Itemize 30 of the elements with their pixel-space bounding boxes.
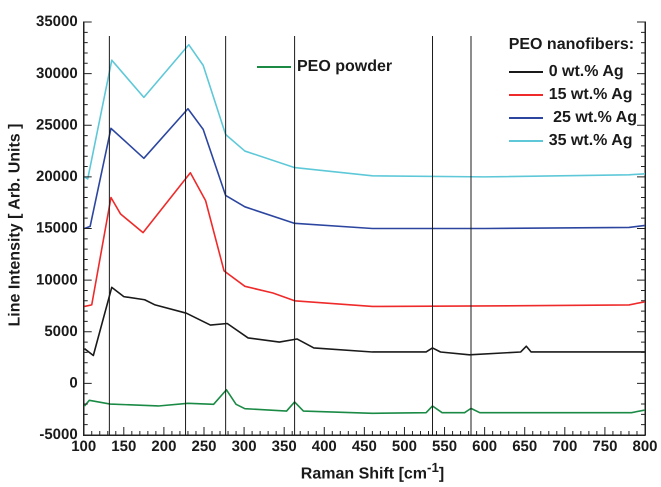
y-tick-label: 0 xyxy=(69,374,78,392)
x-tick-label: 150 xyxy=(111,438,136,456)
legend-label: 35 wt.% Ag xyxy=(548,132,633,150)
y-tick-label: 5000 xyxy=(44,322,78,340)
x-tick-label: 400 xyxy=(312,438,337,456)
x-tick-label: 550 xyxy=(432,438,458,456)
x-tick-label: 650 xyxy=(512,438,538,456)
x-tick-label: 250 xyxy=(191,438,217,456)
x-tick-label: 750 xyxy=(592,438,618,456)
legend-title: PEO nanofibers: xyxy=(508,36,636,55)
legend-label: 25 wt.% Ag xyxy=(552,108,637,126)
x-tick-label: 300 xyxy=(232,438,257,456)
legend-label: 0 wt.% Ag xyxy=(548,62,624,80)
x-tick-label: 600 xyxy=(472,438,498,456)
y-tick-label: 10000 xyxy=(36,271,78,288)
y-tick-label: 20000 xyxy=(36,168,78,186)
x-tick-label: 200 xyxy=(151,438,176,456)
legend-label: 15 wt.% Ag xyxy=(548,86,633,104)
x-tick-label: 700 xyxy=(552,438,578,456)
y-tick-label: 30000 xyxy=(36,64,78,82)
legend-label: PEO powder xyxy=(297,58,392,76)
x-axis-title: Raman Shift [cm$^{-1}$] xyxy=(300,460,446,484)
x-tick-label: 450 xyxy=(352,438,377,456)
y-axis-title: Line Intensity [ Arb. Units ] xyxy=(6,124,24,326)
y-tick-label: 25000 xyxy=(36,116,78,134)
x-tick-label: 800 xyxy=(632,438,658,456)
y-tick-label: 35000 xyxy=(36,13,78,30)
y-tick-label: 15000 xyxy=(36,220,78,237)
x-tick-label: 500 xyxy=(392,438,417,456)
x-tick-label: 350 xyxy=(272,438,297,456)
